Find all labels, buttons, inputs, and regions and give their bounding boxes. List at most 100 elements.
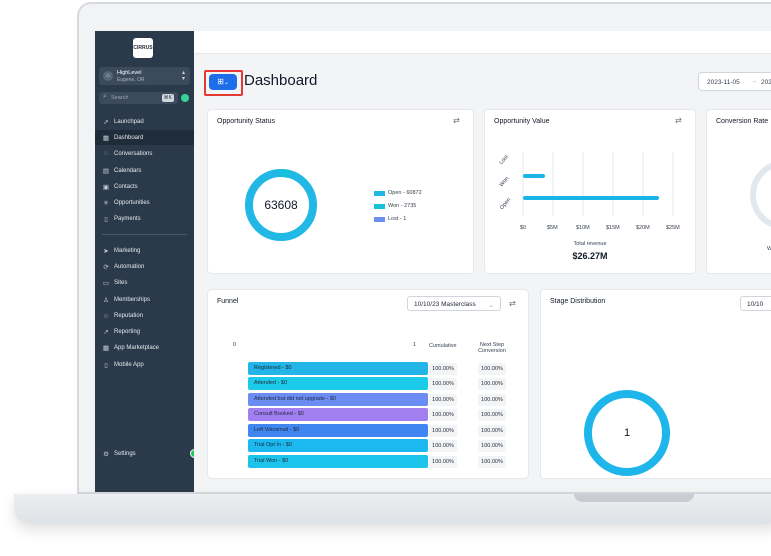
stage-filter-value: 10/10 — [747, 301, 764, 308]
mobile-icon: ▯ — [104, 361, 108, 369]
next-step-value: 100.00% — [478, 363, 506, 375]
funnel-axis-end: 1 — [413, 342, 417, 348]
status-donut — [245, 169, 317, 241]
sidebar-item-marketing[interactable]: ➤ Marketing — [103, 247, 141, 255]
sidebar-item-contacts[interactable]: ▣ Contacts — [102, 183, 138, 191]
sidebar-item-sites[interactable]: ▭ Sites — [102, 279, 128, 287]
legend-item-open: Open - 60872 — [374, 190, 422, 196]
contacts-icon: ▣ — [102, 183, 110, 191]
sidebar-item-settings[interactable]: ⚙ Settings — [103, 450, 136, 458]
swap-icon[interactable]: ⇄ — [453, 116, 460, 125]
updown-chevron-icon: ▴ ▾ — [181, 70, 185, 82]
sidebar-item-payments[interactable]: ▯ Payments — [95, 211, 194, 226]
card-title: Funnel — [217, 298, 239, 305]
sidebar-search[interactable]: ⌕ Search ⌘K — [99, 92, 178, 104]
quick-action-icon[interactable] — [181, 94, 189, 102]
card-title: Stage Distribution — [550, 298, 606, 305]
sidebar-item-opportunities[interactable]: ✳ Opportunities — [103, 199, 150, 207]
conversion-rate-card: Conversion Rate W — [706, 109, 771, 274]
funnel-bar: Trial Won - $0 — [248, 455, 428, 468]
date-start: 2023-11-05 — [707, 79, 740, 86]
sidebar-item-dashboard[interactable]: ▦ Dashboard — [95, 130, 194, 145]
sidebar-item-mobile-app[interactable]: ▯ Mobile App — [95, 357, 194, 372]
stage-donut — [584, 390, 670, 476]
legend-swatch — [374, 216, 385, 222]
chat-icon: ◌ — [104, 150, 108, 157]
legend-item-won: Won - 2735 — [374, 203, 416, 209]
conversion-side-label: W — [767, 246, 771, 252]
funnel-bar: Trial Opt In - $0 — [248, 439, 428, 452]
legend-swatch — [374, 190, 385, 196]
sidebar-item-automation[interactable]: ⟳ Automation — [103, 263, 145, 271]
arrow-right-icon: → — [751, 78, 758, 85]
funnel-bar: Left Voicemail - $0 — [248, 424, 428, 437]
top-bar — [194, 31, 771, 54]
card-title: Opportunity Status — [217, 118, 275, 125]
chart-icon: ↗ — [103, 328, 109, 336]
sidebar-item-conversations[interactable]: ◌ Conversations — [95, 146, 194, 161]
gear-icon: ⚙ — [103, 450, 109, 458]
legend-swatch — [374, 203, 385, 209]
dashboard-switcher-button[interactable]: ⊞⌄ — [209, 74, 237, 90]
search-shortcut: ⌘K — [161, 94, 174, 102]
cumulative-value: 100.00% — [429, 440, 457, 452]
automation-icon: ⟳ — [103, 263, 109, 271]
value-bar-chart — [522, 152, 674, 216]
sidebar-item-launchpad[interactable]: ➚ Launchpad — [103, 118, 144, 126]
cumulative-value: 100.00% — [429, 394, 457, 406]
sidebar-item-app-marketplace[interactable]: ▦ App Marketplace — [102, 344, 160, 352]
col-cumulative: Cumulative — [429, 343, 457, 349]
sidebar-item-reporting[interactable]: ↗ Reporting — [103, 328, 141, 336]
x-tick: $20M — [636, 225, 650, 231]
highlight-box — [204, 70, 243, 96]
swap-icon[interactable]: ⇄ — [509, 299, 516, 308]
date-range-picker[interactable]: 2023-11-05 → 202 — [698, 72, 771, 91]
location-icon: ⌂ — [103, 71, 113, 81]
bar-open — [523, 196, 659, 200]
funnel-card: Funnel 10/10/23 Masterclass ⌄ ⇄ 0 1 Cumu… — [207, 289, 529, 479]
col-next-step: Next Step Conversion — [478, 342, 506, 354]
opportunity-status-card: Opportunity Status ⇄ 63608 Open - 60872 … — [207, 109, 474, 274]
next-step-value: 100.00% — [478, 378, 506, 390]
payments-icon: ▯ — [104, 215, 108, 223]
conversion-donut — [750, 162, 771, 228]
search-placeholder: Search — [111, 95, 129, 101]
swap-icon[interactable]: ⇄ — [675, 116, 682, 125]
sidebar-item-memberships[interactable]: ♙ Memberships — [103, 296, 151, 304]
sidebar-item-calendars[interactable]: ▤ Calendars — [102, 167, 142, 175]
donut-total: 63608 — [264, 198, 298, 212]
layout-icon: ⊞ — [217, 77, 224, 86]
send-icon: ➤ — [103, 247, 109, 255]
funnel-chart-area: 0 1 Cumulative Next Step Conversion Regis… — [222, 320, 522, 478]
funnel-axis-start: 0 — [233, 342, 237, 348]
funnel-filter-select[interactable]: 10/10/23 Masterclass ⌄ — [407, 296, 501, 311]
laptop-notch — [574, 494, 694, 502]
account-name: HighLevel — [117, 70, 142, 76]
search-icon: ⌕ — [103, 93, 107, 100]
x-tick: $15M — [606, 225, 620, 231]
star-icon: ☆ — [103, 312, 109, 320]
cumulative-value: 100.00% — [429, 363, 457, 375]
main-content: ⊞⌄ Dashboard 2023-11-05 → 202 Opportunit… — [194, 31, 771, 492]
cumulative-value: 100.00% — [429, 409, 457, 421]
sidebar-divider — [102, 234, 187, 235]
account-location: Eugene, OR — [117, 77, 145, 83]
legend-item-lost: Lost - 1 — [374, 216, 406, 222]
funnel-bar: Attended but did not upgrade - $0 — [248, 393, 428, 406]
laptop-screen-frame: CIRRUS ⌂ HighLevel Eugene, OR ▴ ▾ ⌕ Searc… — [77, 2, 771, 494]
sidebar-item-reputation[interactable]: ☆ Reputation — [103, 312, 144, 320]
opportunities-icon: ✳ — [103, 199, 109, 207]
funnel-bar: Attended - $0 — [248, 377, 428, 390]
stage-filter-select[interactable]: 10/10 — [740, 296, 771, 311]
funnel-bar: Registered - $0 — [248, 362, 428, 375]
card-title: Opportunity Value — [494, 118, 550, 125]
cumulative-value: 100.00% — [429, 425, 457, 437]
account-switcher[interactable]: ⌂ HighLevel Eugene, OR ▴ ▾ — [99, 67, 190, 85]
x-tick: $5M — [547, 225, 558, 231]
x-tick: $0 — [520, 225, 527, 231]
rocket-icon: ➚ — [103, 118, 109, 126]
opportunity-value-card: Opportunity Value ⇄ Lost Won — [484, 109, 696, 274]
x-tick: $25M — [666, 225, 680, 231]
membership-icon: ♙ — [103, 296, 109, 304]
grid-icon: ▦ — [102, 134, 110, 142]
